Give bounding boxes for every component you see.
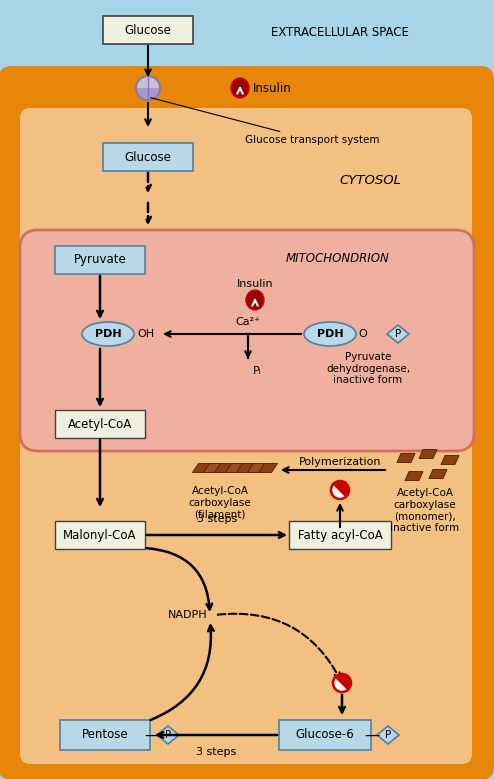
FancyBboxPatch shape: [0, 66, 494, 779]
Text: Malonyl-CoA: Malonyl-CoA: [63, 528, 137, 541]
Text: Glucose: Glucose: [124, 23, 171, 37]
Text: PDH: PDH: [317, 329, 343, 339]
FancyBboxPatch shape: [103, 143, 193, 171]
Text: P: P: [165, 730, 171, 740]
Text: PDH: PDH: [95, 329, 122, 339]
Wedge shape: [331, 484, 346, 499]
Text: Insulin: Insulin: [253, 82, 292, 94]
Polygon shape: [258, 464, 278, 473]
Polygon shape: [247, 464, 266, 473]
Ellipse shape: [246, 290, 264, 310]
FancyBboxPatch shape: [55, 521, 145, 549]
Polygon shape: [193, 464, 211, 473]
Text: O: O: [358, 329, 367, 339]
Text: Ca²⁺: Ca²⁺: [236, 317, 260, 327]
Text: CYTOSOL: CYTOSOL: [339, 174, 401, 186]
Text: Pᵢ: Pᵢ: [253, 366, 262, 376]
Text: Acetyl-CoA: Acetyl-CoA: [68, 418, 132, 431]
Text: Glucose: Glucose: [124, 150, 171, 164]
Circle shape: [333, 674, 351, 692]
Polygon shape: [157, 726, 179, 744]
FancyBboxPatch shape: [103, 16, 193, 44]
FancyBboxPatch shape: [55, 410, 145, 438]
Text: 3 steps: 3 steps: [196, 747, 236, 757]
Text: Pyruvate
dehydrogenase,
inactive form: Pyruvate dehydrogenase, inactive form: [326, 352, 410, 385]
Text: Polymerization: Polymerization: [299, 457, 381, 467]
Ellipse shape: [304, 322, 356, 346]
FancyBboxPatch shape: [60, 720, 150, 750]
Wedge shape: [136, 88, 160, 100]
Polygon shape: [429, 470, 447, 478]
Polygon shape: [397, 453, 415, 463]
Circle shape: [136, 76, 160, 100]
FancyBboxPatch shape: [10, 78, 482, 768]
Text: Pyruvate: Pyruvate: [74, 253, 126, 266]
Polygon shape: [387, 325, 409, 343]
FancyBboxPatch shape: [20, 230, 474, 451]
Text: Acetyl-CoA
carboxylase
(monomer),
inactive form: Acetyl-CoA carboxylase (monomer), inacti…: [390, 488, 459, 533]
Text: OH: OH: [137, 329, 154, 339]
Polygon shape: [377, 726, 399, 744]
Text: EXTRACELLULAR SPACE: EXTRACELLULAR SPACE: [271, 26, 409, 38]
Text: Fatty acyl-CoA: Fatty acyl-CoA: [297, 528, 382, 541]
Text: P: P: [385, 730, 391, 740]
Text: —: —: [365, 728, 379, 742]
Polygon shape: [225, 464, 245, 473]
Ellipse shape: [231, 78, 249, 98]
Text: NADPH: NADPH: [167, 610, 207, 620]
FancyBboxPatch shape: [289, 521, 391, 549]
Wedge shape: [333, 677, 348, 692]
Polygon shape: [204, 464, 222, 473]
Text: Glucose-6: Glucose-6: [295, 728, 354, 742]
Text: Glucose transport system: Glucose transport system: [151, 97, 379, 145]
Polygon shape: [214, 464, 234, 473]
Text: Insulin: Insulin: [237, 279, 273, 289]
Text: Pentose: Pentose: [82, 728, 128, 742]
Polygon shape: [405, 471, 423, 481]
FancyBboxPatch shape: [20, 108, 472, 764]
Wedge shape: [335, 674, 351, 689]
Wedge shape: [333, 481, 349, 496]
Text: MITOCHONDRION: MITOCHONDRION: [286, 252, 390, 265]
Polygon shape: [237, 464, 255, 473]
Ellipse shape: [82, 322, 134, 346]
FancyBboxPatch shape: [55, 246, 145, 274]
Circle shape: [331, 481, 349, 499]
Text: —: —: [144, 728, 160, 742]
Text: 3 steps: 3 steps: [197, 514, 237, 524]
Polygon shape: [419, 449, 437, 459]
FancyBboxPatch shape: [279, 720, 371, 750]
Text: Acetyl-CoA
carboxylase
(filament): Acetyl-CoA carboxylase (filament): [189, 486, 251, 519]
Polygon shape: [441, 456, 459, 464]
Text: P: P: [395, 329, 401, 339]
